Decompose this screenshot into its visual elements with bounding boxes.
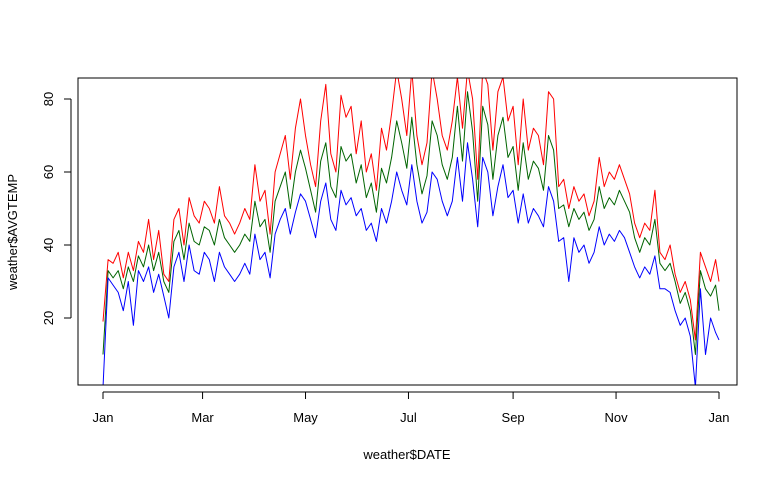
series-line-min <box>102 142 720 385</box>
plot-frame <box>77 77 738 386</box>
x-tick-label: Sep <box>502 410 525 425</box>
y-tick-label: 40 <box>41 238 56 252</box>
x-tick-label: Nov <box>604 410 628 425</box>
y-axis: 20 40 60 80 <box>41 92 72 325</box>
series-line-avg <box>102 91 720 355</box>
x-tick-label: Jan <box>709 410 730 425</box>
y-axis-title: weather$AVGTEMP <box>5 174 20 291</box>
x-tick-label: May <box>293 410 318 425</box>
x-axis-title: weather$DATE <box>362 447 451 462</box>
x-tick-label: Jul <box>400 410 417 425</box>
x-tick-label: Mar <box>191 410 214 425</box>
y-tick-label: 20 <box>41 311 56 325</box>
y-tick-label: 80 <box>41 92 56 106</box>
series-layer <box>102 78 720 385</box>
x-tick-label: Jan <box>93 410 114 425</box>
series-line-max <box>102 78 720 341</box>
x-axis: Jan Mar May Jul Sep Nov Jan <box>93 391 730 425</box>
y-tick-label: 60 <box>41 165 56 179</box>
